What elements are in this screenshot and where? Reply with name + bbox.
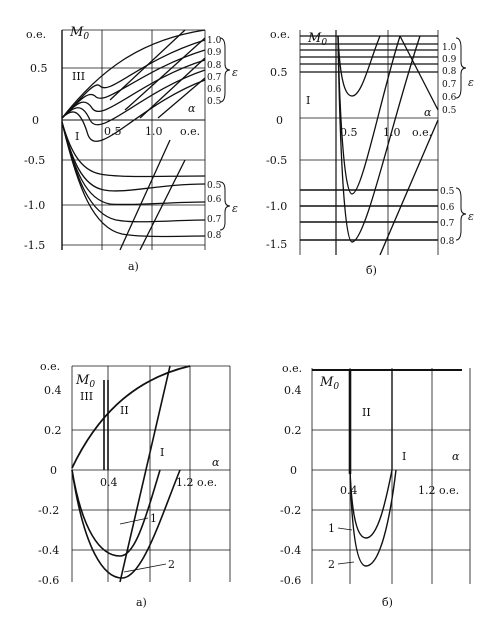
ytick: 0 [290, 464, 297, 477]
m0-label: M0 [69, 25, 89, 42]
xtick: 0.5 [104, 125, 122, 138]
ytick: -1.0 [266, 200, 287, 213]
ytick: -0.5 [266, 154, 287, 167]
ytick: -0.4 [280, 544, 301, 557]
region-label: III [80, 390, 93, 403]
unit-label: о.е. [282, 362, 302, 375]
xtick: 1.0 [145, 125, 163, 138]
caption: а) [136, 596, 147, 609]
region-label: II [362, 406, 371, 419]
eps-value: 0.5 [442, 106, 457, 116]
unit-label: о.е. [40, 360, 60, 373]
ytick: 0.4 [44, 384, 62, 397]
ytick: -0.6 [38, 574, 59, 587]
ytick: 0.2 [284, 424, 302, 437]
alpha-label: α [188, 102, 196, 115]
m0-label: M0 [307, 31, 327, 48]
eps-label: ε [468, 210, 474, 223]
eps-value: 0.6 [442, 93, 457, 103]
xtick: о.е. [180, 125, 200, 138]
eps-value: 0.6 [207, 85, 222, 95]
xtick: 0.4 [340, 484, 358, 497]
ytick: 0 [32, 114, 39, 127]
eps-value: 0.6 [440, 203, 455, 213]
eps-value: 0.7 [440, 219, 455, 229]
panel-top-left-labels: о.е. M0 0.5 0 -0.5 -1.0 -1.5 0.5 1.0 о.е… [24, 25, 238, 273]
panel-bottom-left [71, 365, 231, 583]
eps-value: 0.5 [207, 181, 222, 191]
unit-label: о.е. [26, 28, 46, 41]
region-label: II [120, 404, 129, 417]
panel-top-left [61, 29, 231, 251]
ytick: 0.5 [30, 62, 48, 75]
eps-value: 0.9 [442, 55, 457, 65]
eps-value: 0.8 [207, 61, 222, 71]
ytick: -0.5 [24, 154, 45, 167]
curve-label: 1 [328, 522, 335, 535]
eps-value: 1.0 [442, 43, 457, 53]
ytick: 0.5 [270, 66, 288, 79]
panel-bottom-right-labels: о.е. M0 0.4 0.2 0 -0.2 -0.4 -0.6 0.4 1.2… [280, 362, 460, 609]
ytick: 0 [50, 464, 57, 477]
ytick: -0.6 [280, 574, 301, 587]
ytick: -0.4 [38, 544, 59, 557]
panel-top-right [299, 30, 467, 256]
panel-bottom-right [311, 368, 471, 584]
alpha-label: α [212, 456, 220, 469]
eps-value: 1.0 [207, 36, 222, 46]
alpha-label: α [424, 106, 432, 119]
ytick: -1.5 [266, 238, 287, 251]
caption: б) [382, 596, 393, 609]
eps-value: 0.9 [207, 48, 222, 58]
caption: а) [128, 260, 139, 273]
region-label: I [402, 450, 406, 463]
ytick: 0.2 [44, 424, 62, 437]
ytick: 0 [276, 114, 283, 127]
eps-value: 0.8 [207, 231, 222, 241]
ytick: -0.2 [280, 504, 301, 517]
eps-value: 0.5 [207, 97, 222, 107]
curve-label: 2 [168, 558, 175, 571]
m0-label: M0 [319, 375, 339, 392]
xtick: 1.2 о.е. [176, 476, 217, 489]
xtick: о.е. [412, 126, 432, 139]
eps-value: 0.6 [207, 195, 222, 205]
eps-label: ε [468, 76, 474, 89]
unit-label: о.е. [270, 28, 290, 41]
region-label: III [72, 70, 85, 83]
panel-top-right-labels: о.е. M0 0.5 0 -0.5 -1.0 -1.5 0.5 1.0 о.е… [266, 28, 474, 277]
ytick: 0.4 [284, 384, 302, 397]
alpha-label: α [452, 450, 460, 463]
eps-value: 0.7 [207, 73, 222, 83]
region-label: I [160, 446, 164, 459]
ytick: -1.5 [24, 239, 45, 252]
curve-label: 1 [150, 512, 157, 525]
eps-value: 0.8 [442, 67, 457, 77]
curve-label: 2 [328, 558, 335, 571]
eps-value: 0.5 [440, 187, 455, 197]
ytick: -1.0 [24, 199, 45, 212]
m0-label: M0 [75, 373, 95, 390]
ytick: -0.2 [38, 504, 59, 517]
eps-label: ε [232, 202, 238, 215]
region-label: I [75, 130, 79, 143]
caption: б) [366, 264, 377, 277]
eps-value: 0.7 [207, 215, 222, 225]
xtick: 0.5 [340, 126, 358, 139]
xtick: 0.4 [100, 476, 118, 489]
eps-value: 0.8 [440, 237, 455, 247]
eps-value: 0.7 [442, 80, 457, 90]
xtick: 1.0 [383, 126, 401, 139]
region-label: I [306, 94, 310, 107]
xtick: 1.2 о.е. [418, 484, 459, 497]
eps-label: ε [232, 66, 238, 79]
panel-bottom-left-labels: о.е. M0 0.4 0.2 0 -0.2 -0.4 -0.6 0.4 1.2… [38, 360, 220, 609]
